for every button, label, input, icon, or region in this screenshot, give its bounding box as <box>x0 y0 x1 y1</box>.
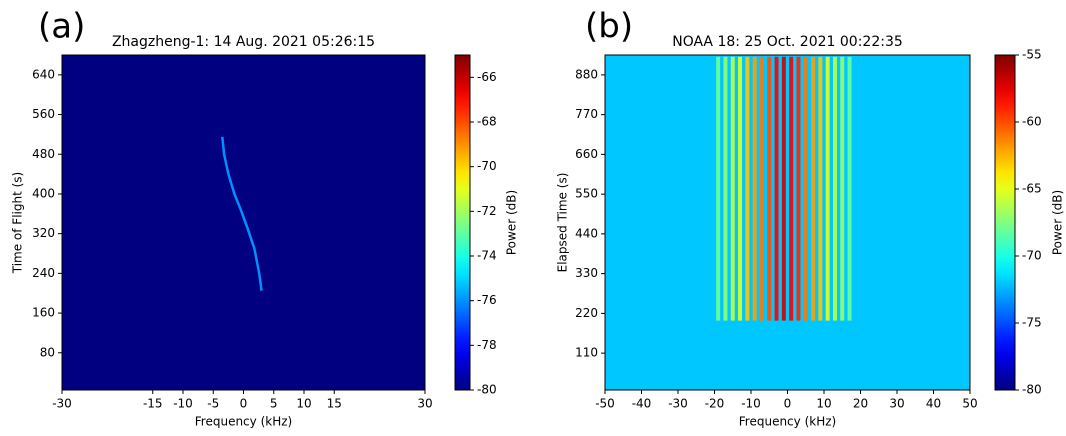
y-tick-label: 480 <box>32 147 55 161</box>
y-tick-label: 560 <box>32 107 55 121</box>
colorbar-tick-label: -80 <box>477 383 497 397</box>
colorbar-tick-label: -75 <box>1022 316 1042 330</box>
y-tick-label: 80 <box>40 345 55 359</box>
colorbar-tick-label: -80 <box>1022 383 1042 397</box>
colorbar-label: Power (dB) <box>1051 190 1065 255</box>
colorbar-tick-label: -76 <box>477 293 497 307</box>
x-tick-label: 5 <box>270 397 278 411</box>
stripe <box>789 56 794 321</box>
colorbar-tick-label: -74 <box>477 249 497 263</box>
background <box>605 55 970 390</box>
trace <box>221 136 263 291</box>
x-tick-label: 50 <box>962 397 977 411</box>
stripe <box>847 56 852 321</box>
y-tick-label: 400 <box>32 186 55 200</box>
y-tick-label: 660 <box>575 147 598 161</box>
stripe <box>818 56 823 321</box>
x-tick-label: -15 <box>143 397 163 411</box>
stripe <box>803 56 808 321</box>
colorbar-tick-label: -70 <box>1022 249 1042 263</box>
background <box>62 55 425 390</box>
colorbar-tick-label: -55 <box>1022 48 1042 62</box>
x-tick-label: 30 <box>889 397 904 411</box>
y-tick-label: 110 <box>575 346 598 360</box>
y-tick-label: 320 <box>32 226 55 240</box>
stripe <box>716 56 721 321</box>
stripe <box>745 56 750 321</box>
x-tick-label: -30 <box>52 397 72 411</box>
colorbar <box>454 54 471 391</box>
stripe <box>759 56 764 321</box>
y-tick-label: 220 <box>575 306 598 320</box>
colorbar-tick-label: -65 <box>1022 182 1042 196</box>
colorbar-tick-label: -60 <box>1022 115 1042 129</box>
x-tick-label: -30 <box>668 397 688 411</box>
stripe <box>840 56 845 321</box>
x-tick-label: 0 <box>784 397 792 411</box>
x-tick-label: -10 <box>173 397 193 411</box>
x-tick-label: 0 <box>240 397 248 411</box>
x-tick-label: -40 <box>632 397 652 411</box>
x-axis-label: Frequency (kHz) <box>195 415 292 429</box>
x-tick-label: -50 <box>595 397 615 411</box>
colorbar-tick-label: -72 <box>477 204 497 218</box>
x-tick-label: 15 <box>327 397 342 411</box>
x-tick-label: 40 <box>926 397 941 411</box>
stripe <box>767 56 772 321</box>
x-tick-label: 20 <box>853 397 868 411</box>
stripe <box>730 56 735 321</box>
stripe <box>723 56 728 321</box>
y-tick-label: 640 <box>32 67 55 81</box>
plot-area <box>605 55 970 390</box>
stripe <box>781 56 786 321</box>
stripe <box>811 56 816 321</box>
chart-title: NOAA 18: 25 Oct. 2021 00:22:35 <box>672 34 903 50</box>
panel-label: (b) <box>585 7 633 47</box>
colorbar-tick-label: -68 <box>477 115 497 129</box>
x-tick-label: -5 <box>207 397 219 411</box>
x-tick-label: -10 <box>741 397 761 411</box>
y-tick-label: 330 <box>575 266 598 280</box>
stripe <box>738 56 743 321</box>
colorbar <box>994 54 1016 391</box>
panel-label: (a) <box>38 7 85 47</box>
colorbar-tick-label: -70 <box>477 159 497 173</box>
plot-area <box>62 55 425 390</box>
y-axis-label: Time of Flight (s) <box>11 172 25 275</box>
stripe <box>752 56 757 321</box>
y-tick-label: 770 <box>575 107 598 121</box>
stripe <box>825 56 830 321</box>
x-axis-label: Frequency (kHz) <box>739 415 836 429</box>
colorbar-tick-label: -66 <box>477 70 497 84</box>
y-tick-label: 880 <box>575 67 598 81</box>
y-tick-label: 550 <box>575 187 598 201</box>
x-tick-label: 30 <box>417 397 432 411</box>
y-tick-label: 440 <box>575 226 598 240</box>
y-tick-label: 160 <box>32 306 55 320</box>
stripe <box>774 56 779 321</box>
stripe <box>796 56 801 321</box>
colorbar-tick-label: -78 <box>477 338 497 352</box>
colorbar-label: Power (dB) <box>505 190 519 255</box>
chart-title: Zhagzheng-1: 14 Aug. 2021 05:26:15 <box>112 34 375 50</box>
y-tick-label: 240 <box>32 266 55 280</box>
x-tick-label: 10 <box>296 397 311 411</box>
stripe <box>832 56 837 321</box>
x-tick-label: 10 <box>816 397 831 411</box>
y-axis-label: Elapsed Time (s) <box>556 173 570 273</box>
x-tick-label: -20 <box>705 397 725 411</box>
